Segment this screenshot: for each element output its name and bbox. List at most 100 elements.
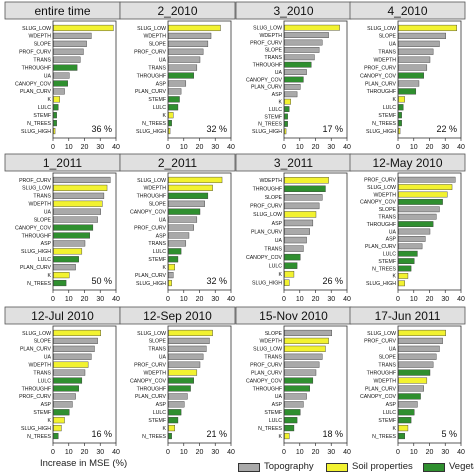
panel-4-2010-label-prof-curv: PROF_CURV	[364, 65, 396, 71]
panel-2-2010-bar-throughf	[168, 72, 194, 79]
panel-12-jul-2010-bar-throughf	[53, 385, 79, 392]
panel-3-2010-bar-wdepth	[284, 32, 329, 38]
panel-15-nov-2010-tick-label-10: 10	[296, 449, 304, 456]
panel-3-2011-label-slug-high: SLUG_HIGH	[252, 281, 282, 287]
panel-entire-time-tick-label-0: 0	[51, 144, 55, 151]
panel-17-jun-2011: 17-Jun 2011 SLUG_LOW PROF_CURV UA SLOPETRANS…	[349, 306, 466, 456]
panel-1-2011-label-asp: ASP	[41, 241, 52, 247]
panel-2-2011-bar-k	[168, 264, 176, 271]
panel-1-2011-bar-prof-curv	[53, 176, 111, 184]
panel-12-sep-2010-bar-wdepth	[168, 369, 198, 376]
panel-2-2010-label-k: K	[163, 113, 167, 119]
panel-17-jun-2011-bar-trans	[398, 361, 434, 368]
legend-swatch-vegetation	[423, 463, 445, 472]
panel-17-jun-2011-label-asp: ASP	[386, 402, 397, 408]
panel-2-2010-bar-trans	[168, 64, 198, 71]
panel-2-2010-title: 2_2010	[157, 4, 197, 18]
panel-2-2011-bar-lulc	[168, 248, 182, 255]
panel-12-may-2010-bar-stemf	[398, 258, 415, 264]
panel-15-nov-2010-bar-slug-low	[284, 345, 326, 352]
panel-12-sep-2010-tick-label-40: 40	[227, 449, 235, 456]
panel-17-jun-2011-label-ua: UA	[389, 347, 397, 353]
panel-15-nov-2010-bar-stemf	[284, 409, 301, 416]
panel-3-2011-label-lulc: LULC	[269, 263, 283, 269]
panel-12-may-2010-bar-lulc	[398, 250, 418, 257]
panel-12-may-2010-label-stemf: STEMF	[378, 259, 396, 265]
panel-12-may-2010-bar-slug-low	[398, 184, 453, 190]
panel-2-2011-label-prof-curv: PROF_CURV	[134, 225, 166, 231]
panel-1-2011-bar-slug-low	[53, 184, 108, 191]
panel-3-2010-bar-prof-curv	[284, 39, 323, 46]
panel-15-nov-2010-bar-canopy-cov	[284, 377, 314, 384]
panel-3-2010-label-k: K	[279, 100, 283, 106]
panel-1-2011-bar-k	[53, 272, 70, 279]
panel-2-2010-bar-plan-curv	[168, 88, 182, 95]
x-axis-caption: Increase in MSE (%)	[40, 458, 128, 469]
panel-17-jun-2011-bar-ua	[398, 345, 440, 352]
panel-1-2011-label-prof-curv: PROF_CURV	[19, 178, 51, 184]
panel-12-may-2010-label-slug-low: SLUG_LOW	[367, 185, 396, 191]
panel-3-2010-label-trans: TRANS	[264, 55, 282, 61]
panel-4-2010-label-trans: TRANS	[378, 50, 396, 56]
panel-12-may-2010-title-box	[349, 153, 466, 172]
panel-2-2010-bar-n-trees	[168, 120, 172, 127]
panel-17-jun-2011-bar-stemf	[398, 417, 412, 424]
panel-1-2011-label-lulc: LULC	[38, 257, 52, 263]
panel-12-jul-2010-title: 12-Jul 2010	[31, 309, 94, 323]
panel-3-2011-tick-label-10: 10	[296, 296, 304, 303]
panel-12-may-2010-bar-plan-curv	[398, 243, 423, 250]
panel-1-2011-plot-area	[52, 172, 117, 291]
legend-swatch-soil	[326, 463, 348, 472]
panel-3-2011-bar-ua	[284, 236, 307, 244]
panel-1-2011-bar-canopy-cov	[53, 224, 94, 231]
panel-12-may-2010-bar-trans	[398, 213, 437, 220]
panel-4-2010-label-plan-curv: PLAN_CURV	[365, 81, 397, 87]
panel-12-sep-2010-tick-label-30: 30	[211, 449, 219, 456]
panel-15-nov-2010-label-lulc: LULC	[269, 418, 283, 424]
panel-12-sep-2010-label-trans: TRANS	[148, 347, 166, 353]
panel-12-jul-2010-label-slug-high: SLUG_HIGH	[21, 426, 51, 432]
panel-3-2011-label-k: K	[279, 272, 283, 278]
panel-1-2011-tick-label-0: 0	[51, 296, 55, 303]
panel-2-2011-label-slope: SLOPE	[149, 202, 167, 208]
panel-1-2011-tick-label-20: 20	[81, 296, 89, 303]
panel-17-jun-2011-bar-canopy-cov	[398, 393, 421, 400]
panel-3-2010-bar-ua	[284, 69, 307, 75]
panel-entire-time-bar-prof-curv	[53, 48, 84, 55]
panel-17-jun-2011-tick-label-30: 30	[441, 449, 449, 456]
panel-2-2011-label-throughf: THROUGHF	[137, 194, 166, 200]
panel-2-2011-label-canopy-cov: CANOPY_COV	[130, 209, 167, 215]
panel-1-2011-bar-asp	[53, 240, 86, 247]
panel-12-sep-2010-bar-k	[168, 425, 176, 432]
panel-15-nov-2010-bar-slope	[284, 329, 332, 337]
panel-17-jun-2011-bar-k	[398, 425, 409, 432]
panel-2-2011-tick-label-10: 10	[180, 296, 188, 303]
panel-2-2011-label-plan-curv: PLAN_CURV	[135, 273, 167, 279]
panel-12-sep-2010-tick-label-10: 10	[180, 449, 188, 456]
panel-2-2011-bar-wdepth	[168, 184, 213, 191]
panel-2-2010-label-plan-curv: PLAN_CURV	[135, 89, 167, 95]
panel-2-2010-tick-label-40: 40	[227, 144, 235, 151]
panel-15-nov-2010-annotation: 18 %	[322, 429, 343, 439]
panel-15-nov-2010-tick-label-20: 20	[312, 449, 320, 456]
panel-3-2011-label-slug-low: SLUG_LOW	[253, 212, 282, 218]
panel-2-2010-bar-lulc	[168, 104, 179, 111]
panel-12-may-2010-bar-wdepth	[398, 191, 448, 198]
panel-2-2011-label-stemf: STEMF	[148, 257, 166, 263]
panel-1-2011-label-trans: TRANS	[33, 194, 51, 200]
panel-15-nov-2010-label-stemf: STEMF	[264, 410, 282, 416]
legend-label-topography: Topography	[264, 461, 314, 472]
panel-2-2011-label-asp: ASP	[156, 233, 167, 239]
panel-2-2011-tick-label-30: 30	[211, 296, 219, 303]
panel-15-nov-2010-bar-prof-curv	[284, 361, 320, 368]
panel-4-2010-tick-label-30: 30	[441, 144, 449, 151]
panel-2-2010-bar-asp	[168, 80, 187, 87]
panel-4-2010-plot-area	[397, 20, 462, 139]
panel-3-2010-bar-canopy-cov	[284, 76, 304, 83]
panel-1-2011-label-canopy-cov: CANOPY_COV	[15, 225, 52, 231]
panel-12-sep-2010-bar-asp	[168, 401, 185, 408]
panel-4-2010-bar-slug-high	[398, 127, 401, 135]
panel-15-nov-2010-bar-throughf	[284, 385, 310, 392]
panel-4-2010-title: 4_2010	[387, 4, 427, 18]
panel-12-jul-2010-plot-area	[52, 325, 117, 444]
